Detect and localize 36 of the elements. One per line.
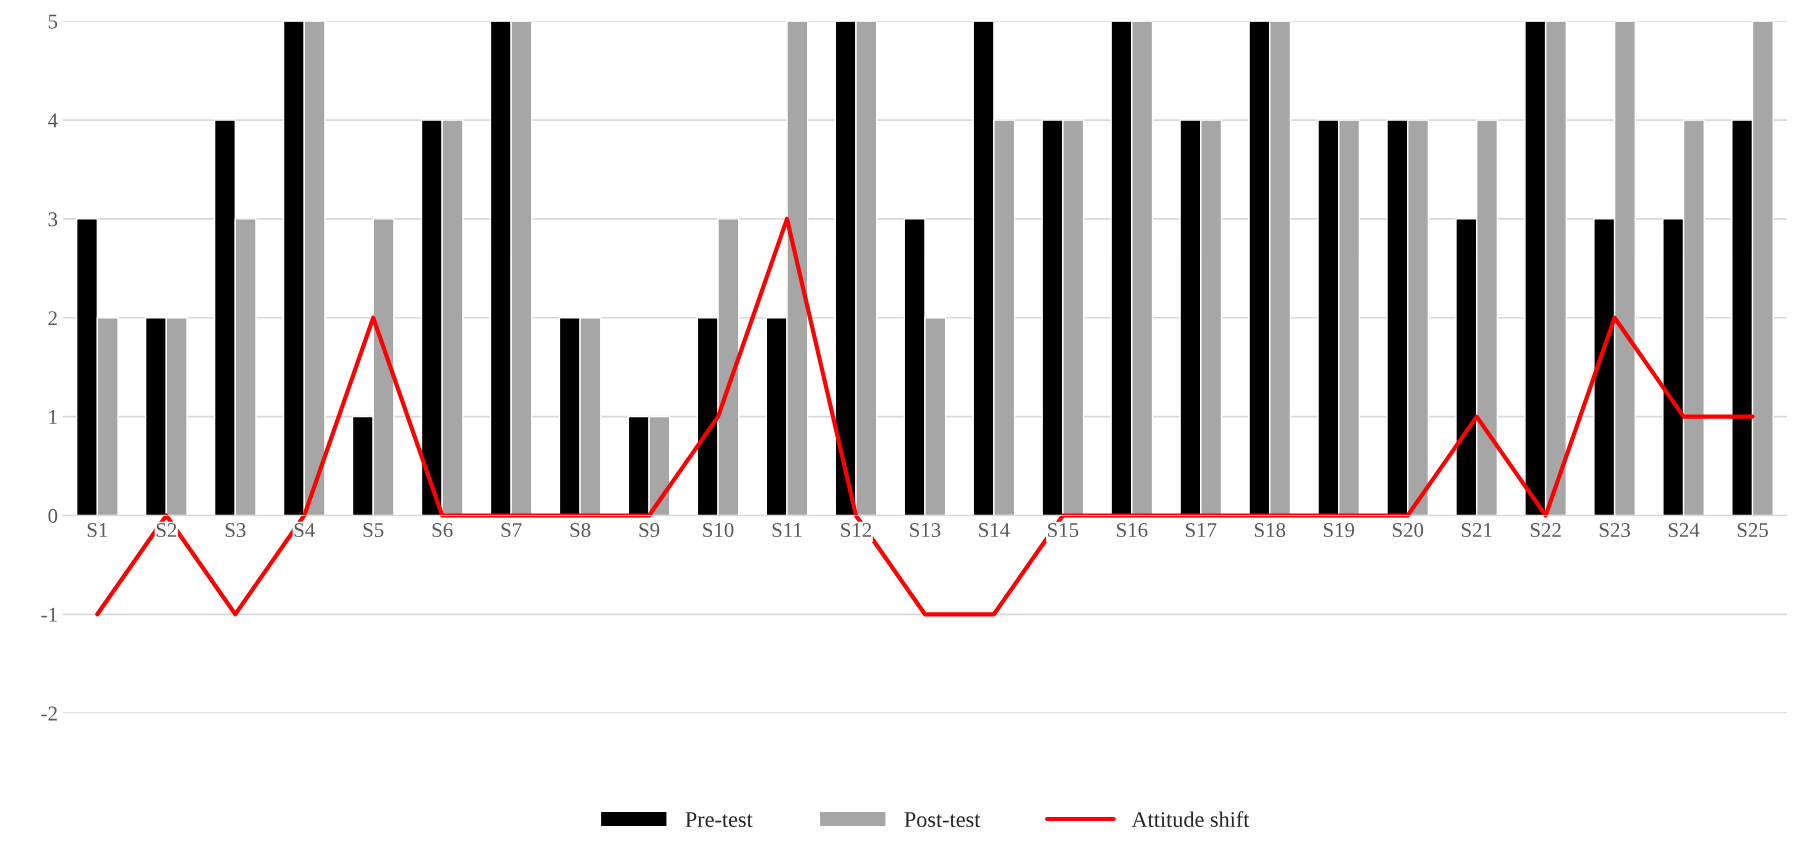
x-tick-label: S4 bbox=[294, 523, 315, 538]
legend-label: Post-test bbox=[904, 812, 981, 828]
x-tick-label: S23 bbox=[1599, 523, 1630, 538]
x-tick-label: S20 bbox=[1392, 523, 1424, 538]
x-tick-label: S16 bbox=[1117, 523, 1148, 538]
x-tick-label: S12 bbox=[841, 523, 872, 538]
y-tick-label: 3 bbox=[48, 212, 58, 227]
y-tick-label: 2 bbox=[48, 311, 57, 325]
x-tick-label: S13 bbox=[910, 523, 941, 538]
legend-label: Pre-test bbox=[685, 812, 753, 828]
x-tick-label: S25 bbox=[1737, 523, 1768, 538]
x-tick-label: S18 bbox=[1254, 523, 1286, 538]
y-tick-label: -1 bbox=[41, 607, 57, 622]
x-tick-label: S1 bbox=[87, 523, 108, 538]
x-tick-label: S24 bbox=[1668, 523, 1700, 538]
x-tick-label: S22 bbox=[1530, 523, 1561, 538]
x-tick-label: S2 bbox=[156, 523, 177, 538]
x-tick-label: S3 bbox=[225, 523, 246, 538]
x-tick-label: S19 bbox=[1323, 523, 1355, 538]
x-tick-label: S9 bbox=[639, 523, 660, 538]
x-tick-label: S7 bbox=[501, 523, 522, 538]
x-tick-label: S17 bbox=[1185, 523, 1217, 538]
x-tick-label: S11 bbox=[772, 523, 802, 538]
x-tick-label: S21 bbox=[1461, 523, 1492, 538]
x-tick-label: S15 bbox=[1048, 523, 1079, 538]
y-tick-label: 0 bbox=[48, 508, 58, 523]
x-tick-label: S6 bbox=[432, 523, 453, 538]
y-tick-label: 5 bbox=[48, 14, 58, 29]
x-tick-label: S8 bbox=[570, 523, 591, 538]
x-tick-label: S10 bbox=[703, 523, 734, 538]
legend-label: Attitude shift bbox=[1131, 811, 1250, 828]
y-tick-label: 1 bbox=[49, 410, 57, 424]
y-tick-label: 4 bbox=[47, 113, 58, 128]
y-tick-label: -2 bbox=[41, 706, 57, 721]
x-tick-label: S5 bbox=[363, 523, 384, 538]
x-tick-label: S14 bbox=[979, 523, 1010, 538]
